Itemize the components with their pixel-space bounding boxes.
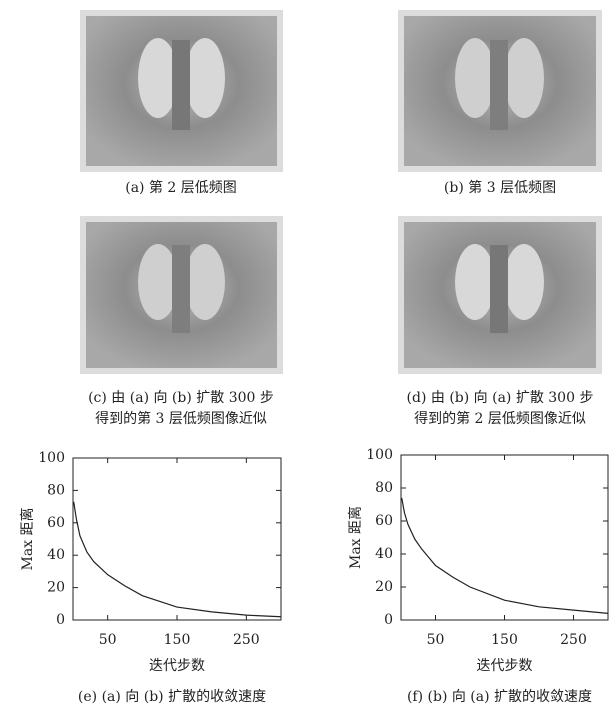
chart-caption: (e) (a) 向 (b) 扩散的收敛速度 (78, 689, 266, 705)
panel-caption: 得到的第 2 层低频图像近似 (414, 410, 586, 427)
y-tick-label: 80 (375, 480, 393, 496)
plot-frame (72, 457, 282, 621)
x-tick-label: 250 (233, 632, 260, 648)
x-axis-label: 迭代步数 (477, 658, 533, 674)
image-d (398, 216, 602, 374)
panel-caption: (a) 第 2 层低频图 (125, 179, 237, 196)
y-tick-label: 40 (47, 547, 65, 563)
x-tick-label: 250 (560, 632, 587, 648)
y-tick-label: 0 (384, 612, 393, 628)
panel-caption: (d) 由 (b) 向 (a) 扩散 300 步 (407, 390, 594, 406)
line (73, 501, 282, 618)
y-tick-label: 0 (56, 612, 65, 628)
x-tick-label: 150 (164, 632, 191, 648)
x-axis-label: 迭代步数 (149, 658, 205, 674)
line (401, 497, 609, 614)
x-tick-label: 50 (99, 632, 117, 648)
panel-caption: 得到的第 3 层低频图像近似 (95, 410, 267, 427)
y-tick-label: 80 (47, 482, 65, 498)
y-axis-label: Max 距离 (19, 507, 36, 570)
y-tick-label: 60 (375, 513, 393, 529)
y-tick-label: 100 (366, 447, 393, 463)
y-tick-label: 100 (38, 450, 65, 466)
y-tick-label: 20 (375, 579, 393, 595)
panel-caption: (c) 由 (a) 向 (b) 扩散 300 步 (88, 390, 274, 406)
y-axis-label: Max 距离 (347, 506, 364, 569)
image-c (80, 216, 283, 374)
plot-frame (400, 454, 609, 621)
y-tick-label: 20 (47, 580, 65, 596)
y-tick-label: 40 (375, 546, 393, 562)
y-tick-label: 60 (47, 515, 65, 531)
chart-caption: (f) (b) 向 (a) 扩散的收敛速度 (407, 689, 592, 705)
panel-caption: (b) 第 3 层低频图 (444, 179, 556, 196)
x-tick-label: 150 (491, 632, 518, 648)
image-b (398, 10, 602, 172)
image-a (80, 10, 283, 172)
x-tick-label: 50 (427, 632, 445, 648)
